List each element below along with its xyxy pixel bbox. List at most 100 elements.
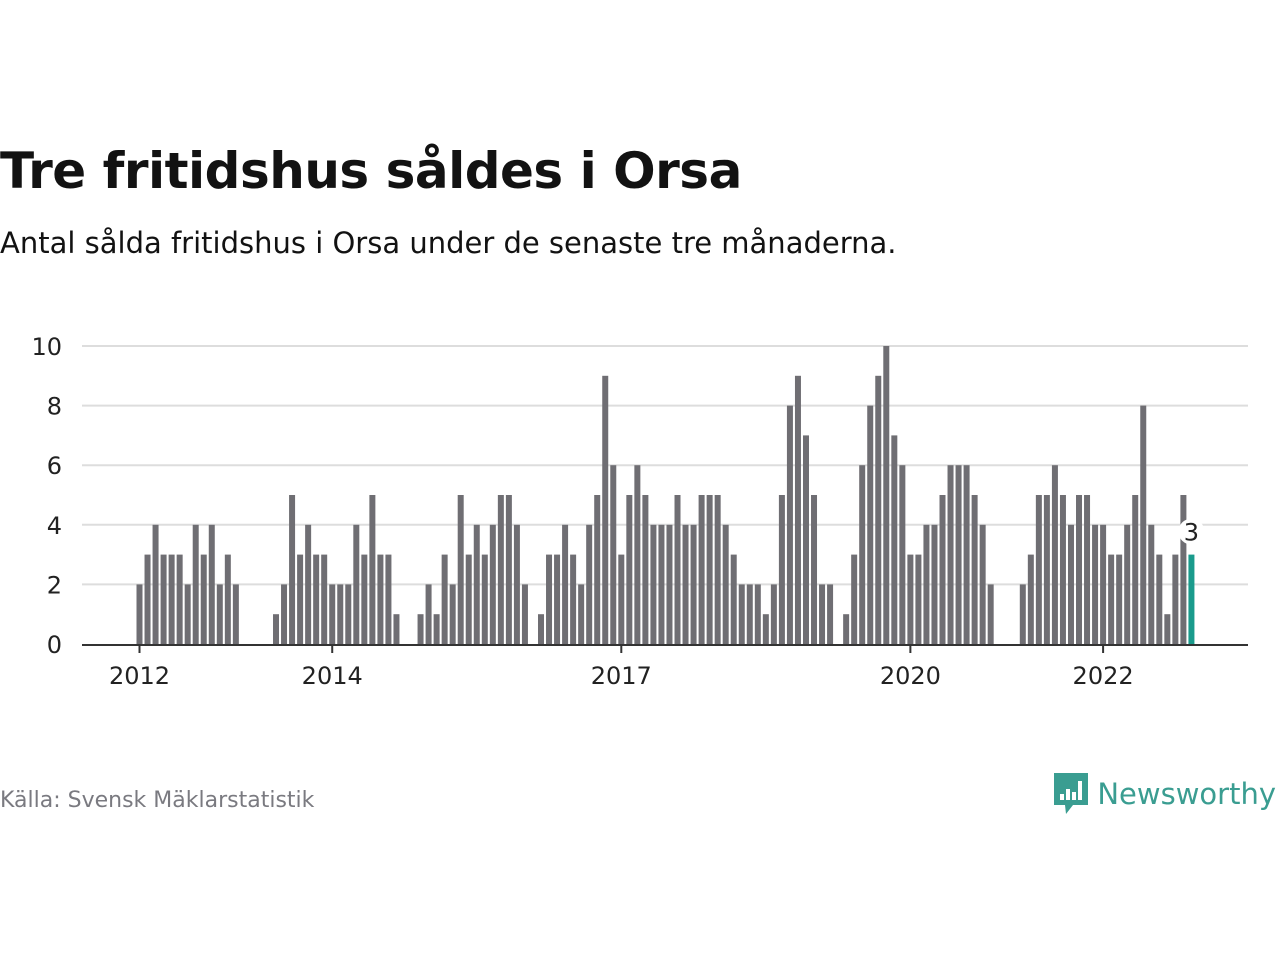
bar [417,614,424,644]
bar [987,584,994,644]
brand-name: Newsworthy [1097,777,1276,811]
bar [289,495,296,644]
bar [1076,495,1083,644]
bar [778,495,785,644]
bar [216,584,223,644]
bar [361,554,368,644]
bar [1140,405,1147,644]
bar [915,554,922,644]
bar [465,554,472,644]
bar [1180,495,1187,644]
bar [353,524,360,644]
bar [184,584,191,644]
bar [939,495,946,644]
bar [1067,524,1074,644]
bar [786,405,793,644]
bar [907,554,914,644]
bar [385,554,392,644]
bar [714,495,721,644]
bar [923,524,930,644]
bar [481,554,488,644]
bar [449,584,456,644]
bar [1059,495,1066,644]
bar [1043,495,1050,644]
data-label: 3 [1184,519,1199,547]
bar [457,495,464,644]
bar [746,584,753,644]
bar [682,524,689,644]
bar [843,614,850,644]
bar [1124,524,1131,644]
bar [626,495,633,644]
bar [505,495,512,644]
bar-series [136,346,1195,644]
bar [546,554,553,644]
bar [811,495,818,644]
x-tick-label: 2022 [1073,662,1134,690]
bar [521,584,528,644]
x-tick-label: 2017 [591,662,652,690]
bar [1116,554,1123,644]
bar [722,524,729,644]
source-note: Källa: Svensk Mäklarstatistik [0,788,315,813]
bar [224,554,231,644]
bar [618,554,625,644]
bar [513,524,520,644]
bar [489,524,496,644]
bar [674,495,681,644]
bar [827,584,834,644]
bar [441,554,448,644]
bar [899,465,906,644]
bar [497,495,504,644]
data-label-background [1178,518,1205,545]
bar [329,584,336,644]
bar [273,614,280,644]
bar [152,524,159,644]
bar [176,554,183,644]
bar [851,554,858,644]
bar [650,524,657,644]
bar [634,465,641,644]
bar [393,614,400,644]
bar [794,375,801,644]
bar [891,435,898,644]
y-tick-label: 6 [47,452,62,480]
bar [377,554,384,644]
y-tick-label: 10 [31,333,62,361]
bar [538,614,544,644]
bar [610,465,617,644]
bar [730,554,737,644]
bar-chart: 0 2 4 6 8 10 2012 2014 2017 2020 2022 3 [31,333,1248,690]
bar [1035,495,1042,644]
annotations: 3 [1178,518,1205,547]
bar [947,465,954,644]
y-tick-label: 8 [47,393,62,421]
bar [554,554,561,644]
bar [1084,495,1091,644]
bar [738,584,745,644]
x-tick-label: 2014 [302,662,363,690]
newsworthy-logo-icon [1054,773,1089,814]
bar [369,495,376,644]
bar [208,524,215,644]
bar [586,524,593,644]
bar [762,614,769,644]
bar [473,524,480,644]
bar [1132,495,1139,644]
bar [1092,524,1099,644]
bar [1100,524,1107,644]
chart-subtitle: Antal sålda fritidshus i Orsa under de s… [0,226,897,260]
bar [1027,554,1034,644]
bar [232,584,239,644]
bar [1156,554,1163,644]
x-axis: 2012 2014 2017 2020 2022 [82,644,1248,690]
bar [1108,554,1115,644]
bar [1164,614,1171,644]
bar [867,405,874,644]
bar [955,465,962,644]
bar [168,554,175,644]
y-axis: 0 2 4 6 8 10 [31,333,62,659]
bar [281,584,288,644]
bar [160,554,167,644]
bar [425,584,432,644]
